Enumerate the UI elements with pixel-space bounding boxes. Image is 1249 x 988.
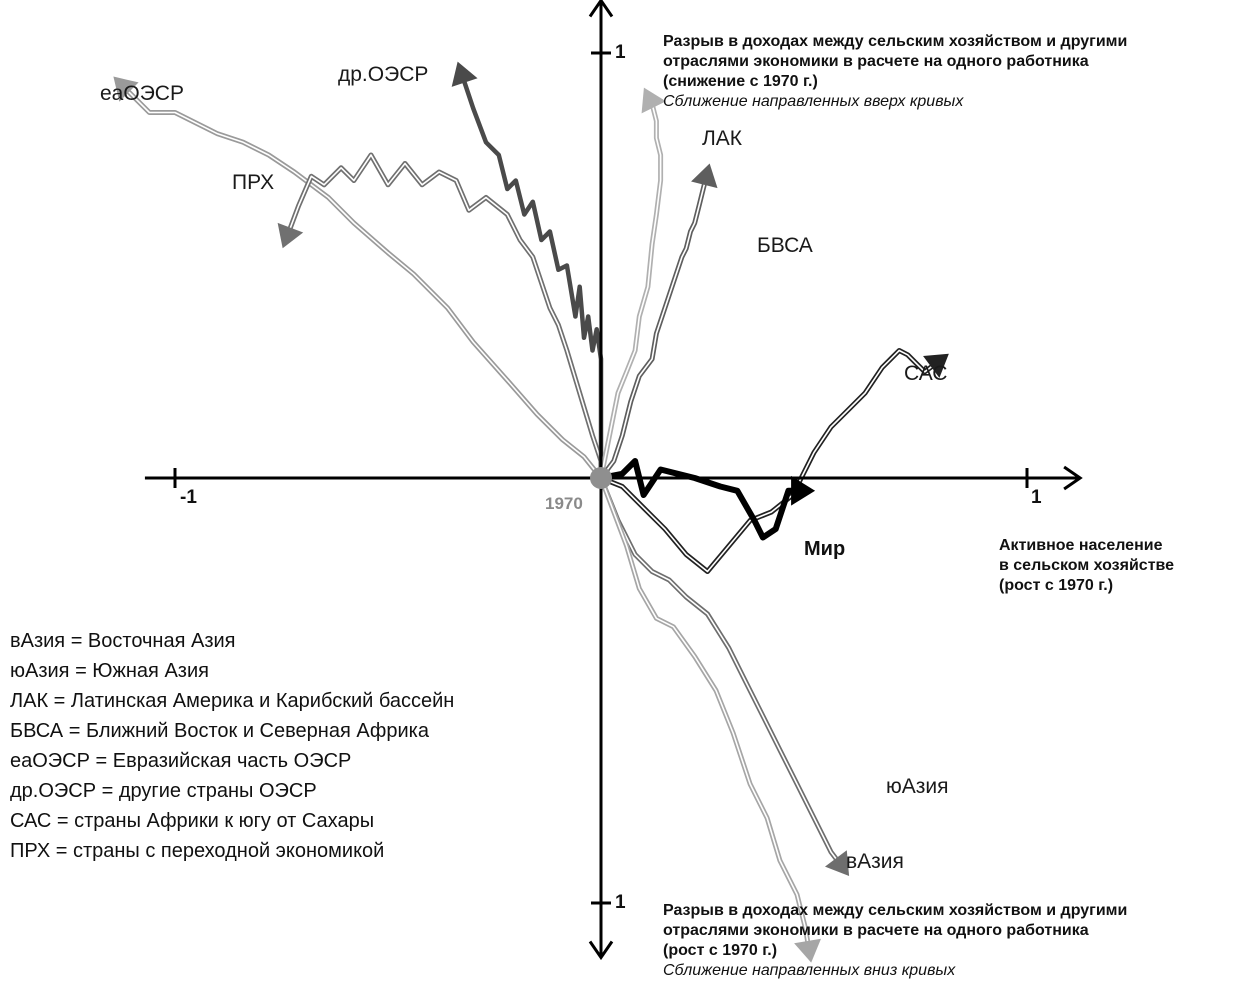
legend: вАзия = Восточная Азия юАзия = Южная Ази… bbox=[10, 626, 454, 866]
series-1 bbox=[277, 152, 604, 478]
legend-item-sas: САС = страны Африки к югу от Сахары bbox=[10, 810, 375, 832]
series-line-inner-7 bbox=[600, 477, 845, 870]
series-line-inner-5 bbox=[600, 349, 943, 573]
series-line-outer-7 bbox=[598, 477, 846, 871]
y-axis-bottom-note: Сближение направленных вниз кривых bbox=[663, 962, 956, 979]
series-label-yuasia: юАзия bbox=[886, 775, 949, 798]
series-line-2 bbox=[458, 69, 604, 478]
y-tick-label-bottom: 1 bbox=[615, 892, 626, 913]
series-arrowhead-3 bbox=[641, 87, 666, 114]
y-axis-top-title-line-2: отраслями экономики в расчете на одного … bbox=[663, 53, 1089, 70]
legend-item-prh: ПРХ = страны с переходной экономикой bbox=[10, 840, 385, 862]
x-axis-arrowhead bbox=[1063, 465, 1083, 491]
series-arrowhead-5 bbox=[923, 353, 949, 378]
x-tick-label-pos1: 1 bbox=[1031, 487, 1042, 508]
series-line-inner-8 bbox=[600, 477, 811, 955]
y-axis-top-title-line-1: Разрыв в доходах между сельским хозяйств… bbox=[663, 33, 1128, 50]
y-axis-bottom-title-line-1: Разрыв в доходах между сельским хозяйств… bbox=[663, 902, 1128, 919]
x-axis-title-line-2: в сельском хозяйстве bbox=[999, 557, 1175, 574]
series-line-inner-3 bbox=[600, 95, 662, 479]
y-axis-arrowhead-top bbox=[588, 0, 614, 18]
y-axis-top-title-line-3: (снижение с 1970 г.) bbox=[663, 73, 818, 90]
series-4 bbox=[599, 163, 718, 480]
series-label-mir: Мир bbox=[804, 538, 846, 560]
series-arrowhead-2 bbox=[451, 61, 478, 87]
origin-marker bbox=[590, 467, 612, 489]
series-label-bvsa: БВСА bbox=[757, 234, 813, 257]
series-label-vasia: вАзия bbox=[846, 850, 904, 873]
series-line-outer-5 bbox=[600, 348, 944, 574]
series-label-eaoecd: еаОЭСР bbox=[100, 82, 184, 105]
series-arrowhead-1 bbox=[277, 222, 304, 249]
axes-layer bbox=[144, 0, 1083, 961]
legend-item-yuasia: юАзия = Южная Азия bbox=[10, 660, 209, 682]
legend-item-droecd: др.ОЭСР = другие страны ОЭСР bbox=[10, 780, 317, 802]
series-line-outer-3 bbox=[598, 94, 664, 479]
y-axis-top-title: Разрыв в доходах между сельским хозяйств… bbox=[663, 32, 1127, 112]
x-axis-title: Активное население в сельском хозяйстве … bbox=[999, 536, 1174, 596]
series-8 bbox=[598, 477, 822, 963]
series-line-inner-0 bbox=[119, 82, 602, 479]
series-label-droecd: др.ОЭСР bbox=[338, 63, 429, 86]
series-3 bbox=[598, 87, 666, 479]
series-arrowhead-7 bbox=[824, 850, 850, 877]
legend-item-bvsa: БВСА = Ближний Восток и Северная Африка bbox=[10, 720, 429, 742]
y-tick-label-top: 1 bbox=[615, 42, 626, 63]
series-layer bbox=[113, 61, 949, 963]
series-label-lak: ЛАК bbox=[702, 127, 743, 150]
y-axis-bottom-title-line-3: (рост с 1970 г.) bbox=[663, 942, 778, 959]
series-6 bbox=[600, 458, 816, 541]
x-tick-label-neg1: -1 bbox=[180, 487, 197, 508]
series-line-6 bbox=[600, 458, 806, 541]
y-axis-bottom-title: Разрыв в доходах между сельским хозяйств… bbox=[663, 901, 1127, 981]
series-arrowhead-6 bbox=[791, 475, 816, 506]
origin-label: 1970 bbox=[545, 494, 583, 513]
series-label-prh: ПРХ bbox=[232, 171, 275, 194]
y-axis-arrowhead-bottom bbox=[588, 940, 614, 961]
series-label-sas: САС bbox=[904, 362, 948, 385]
y-axis-bottom-title-line-2: отраслями экономики в расчете на одного … bbox=[663, 922, 1089, 939]
legend-item-lak: ЛАК = Латинская Америка и Карибский басс… bbox=[10, 690, 455, 712]
series-line-inner-4 bbox=[600, 171, 709, 479]
series-2 bbox=[451, 61, 604, 478]
series-arrowhead-0 bbox=[113, 76, 139, 102]
y-axis-top-note: Сближение направленных вверх кривых bbox=[663, 93, 964, 110]
x-axis-title-line-1: Активное население bbox=[999, 537, 1163, 554]
legend-item-eaoecd: еаОЭСР = Евразийская часть ОЭСР bbox=[10, 750, 352, 772]
x-axis-title-line-3: (рост с 1970 г.) bbox=[999, 577, 1114, 594]
series-arrowhead-8 bbox=[794, 938, 822, 963]
series-line-outer-0 bbox=[117, 81, 603, 480]
series-line-inner-1 bbox=[285, 154, 602, 478]
series-7 bbox=[598, 477, 850, 877]
legend-item-vasia: вАзия = Восточная Азия bbox=[10, 630, 236, 652]
series-5 bbox=[600, 348, 949, 574]
series-arrowhead-4 bbox=[691, 163, 718, 189]
series-0 bbox=[113, 76, 603, 480]
